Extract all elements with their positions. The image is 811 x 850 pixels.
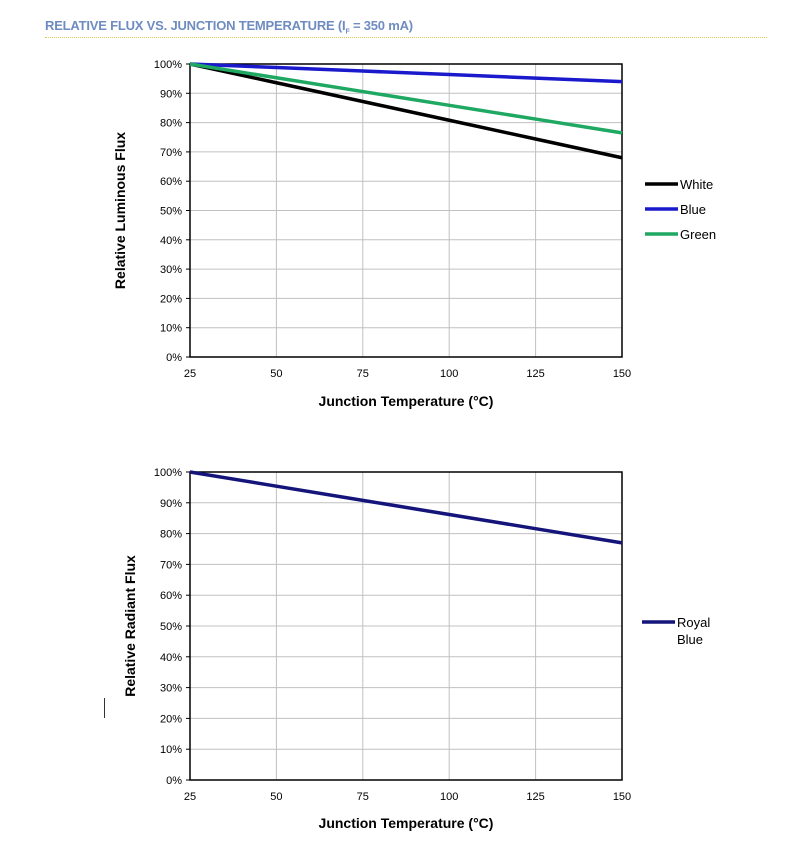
y-tick-label: 30%	[160, 683, 182, 695]
y-tick-label: 90%	[160, 88, 182, 100]
x-axis-label: Junction Temperature (°C)	[319, 393, 494, 409]
series-line-blue	[189, 62, 623, 84]
y-tick-label: 40%	[160, 652, 182, 664]
x-tick-label: 150	[613, 791, 631, 803]
legend-label: Royal	[677, 615, 710, 630]
y-tick-label: 80%	[160, 529, 182, 541]
title-text: RELATIVE FLUX VS. JUNCTION TEMPERATURE (…	[45, 18, 346, 33]
plot-frame	[189, 63, 623, 358]
x-tick-label: 50	[270, 791, 282, 803]
y-tick-label: 50%	[160, 621, 182, 633]
x-tick-label: 75	[357, 368, 369, 380]
legend-label: Blue	[680, 202, 706, 217]
y-tick-label: 10%	[160, 323, 182, 335]
y-tick-label: 10%	[160, 744, 182, 756]
legend-label: White	[680, 177, 713, 192]
series-line-royal-blue	[189, 470, 623, 545]
y-tick-label: 90%	[160, 498, 182, 510]
y-tick-label: 70%	[160, 559, 182, 571]
y-tick-label: 100%	[154, 467, 182, 479]
y-tick-label: 0%	[166, 352, 182, 364]
y-tick-label: 30%	[160, 264, 182, 276]
x-tick-label: 150	[613, 368, 631, 380]
title-subscript: F	[345, 28, 350, 36]
x-tick-label: 25	[184, 791, 196, 803]
title-text-suffix: = 350 mA)	[349, 18, 413, 33]
y-tick-label: 100%	[154, 59, 182, 71]
legend-label: Green	[680, 227, 716, 242]
y-axis-label: Relative Luminous Flux	[112, 132, 128, 289]
page-title: RELATIVE FLUX VS. JUNCTION TEMPERATURE (…	[45, 18, 413, 36]
series-line-green	[189, 62, 623, 135]
y-tick-label: 40%	[160, 235, 182, 247]
x-tick-label: 75	[357, 791, 369, 803]
x-tick-label: 125	[526, 368, 544, 380]
legend-label: Blue	[677, 632, 703, 647]
x-tick-label: 100	[440, 368, 458, 380]
x-tick-label: 100	[440, 791, 458, 803]
y-tick-label: 80%	[160, 118, 182, 130]
y-tick-label: 60%	[160, 590, 182, 602]
x-axis-label: Junction Temperature (°C)	[319, 815, 494, 831]
y-tick-label: 50%	[160, 206, 182, 218]
y-axis-label: Relative Radiant Flux	[122, 555, 138, 697]
y-tick-label: 20%	[160, 713, 182, 725]
title-divider	[45, 37, 767, 38]
plot-frame	[189, 471, 623, 781]
y-tick-label: 70%	[160, 147, 182, 159]
x-tick-label: 125	[526, 791, 544, 803]
y-tick-label: 0%	[166, 775, 182, 787]
x-tick-label: 50	[270, 368, 282, 380]
y-tick-label: 20%	[160, 293, 182, 305]
text-cursor	[104, 698, 105, 718]
y-tick-label: 60%	[160, 176, 182, 188]
x-tick-label: 25	[184, 368, 196, 380]
series-line-white	[189, 62, 623, 160]
